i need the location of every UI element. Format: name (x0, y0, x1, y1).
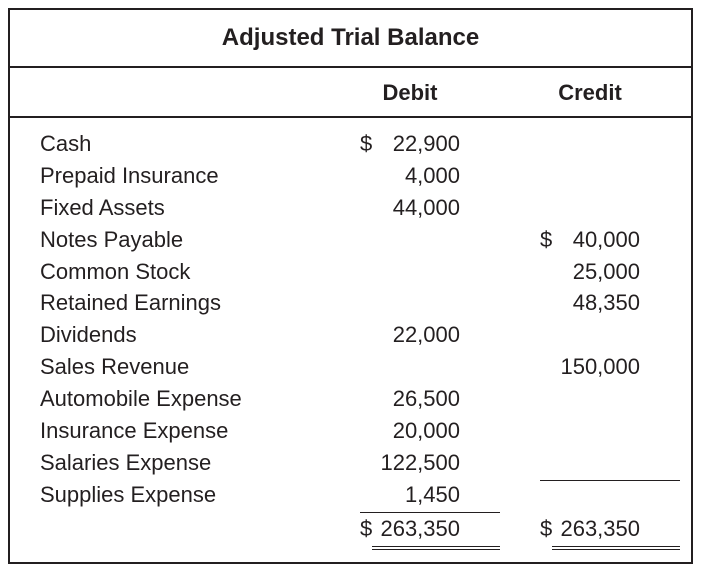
table-row: Prepaid Insurance 4,000 (40, 160, 661, 192)
table-row: Insurance Expense 20,000 (40, 415, 661, 447)
debit-cell: 20,000 (320, 415, 500, 447)
currency-symbol: $ (500, 513, 552, 545)
debit-amount: 22,900 (372, 128, 500, 160)
debit-cell: 1,450 (320, 479, 500, 513)
account-name: Insurance Expense (40, 415, 320, 447)
debit-amount: 122,500 (360, 447, 500, 479)
credit-cell: $ 40,000 (500, 224, 680, 256)
debit-cell: 26,500 (320, 383, 500, 415)
debit-cell (320, 351, 500, 383)
credit-amount: 150,000 (540, 351, 680, 383)
table-row: Automobile Expense 26,500 (40, 383, 661, 415)
account-name: Dividends (40, 319, 320, 351)
debit-total-cell: $ 263,350 (320, 513, 500, 550)
credit-amount: 40,000 (552, 224, 680, 256)
credit-cell (500, 479, 680, 513)
table-row: Sales Revenue 150,000 (40, 351, 661, 383)
credit-total: 263,350 (552, 513, 680, 550)
credit-cell: 48,350 (500, 287, 680, 319)
credit-cell (500, 415, 680, 447)
debit-cell: 122,500 (320, 447, 500, 479)
account-name: Salaries Expense (40, 447, 320, 479)
table-body: Cash $ 22,900 Prepaid Insurance 4,000 Fi… (10, 118, 691, 568)
debit-cell: 44,000 (320, 192, 500, 224)
credit-cell (500, 192, 680, 224)
account-name: Cash (40, 128, 320, 160)
credit-cell (500, 447, 680, 479)
table-row: Common Stock 25,000 (40, 256, 661, 288)
debit-cell: 4,000 (320, 160, 500, 192)
debit-cell: 22,000 (320, 319, 500, 351)
debit-amount: 20,000 (360, 415, 500, 447)
credit-cell: 25,000 (500, 256, 680, 288)
totals-row: $ 263,350 $ 263,350 (40, 513, 661, 550)
account-name: Common Stock (40, 256, 320, 288)
account-name (40, 513, 320, 550)
table-row: Fixed Assets 44,000 (40, 192, 661, 224)
debit-cell (320, 256, 500, 288)
table-row: Cash $ 22,900 (40, 128, 661, 160)
account-name: Retained Earnings (40, 287, 320, 319)
credit-cell (500, 319, 680, 351)
credit-cell (500, 160, 680, 192)
currency-symbol: $ (320, 128, 372, 160)
debit-amount: 44,000 (360, 192, 500, 224)
trial-balance-table: Adjusted Trial Balance Debit Credit Cash… (8, 8, 693, 564)
currency-symbol: $ (500, 224, 552, 256)
credit-cell (500, 128, 680, 160)
debit-amount: 22,000 (360, 319, 500, 351)
debit-cell (320, 224, 500, 256)
header-credit: Credit (500, 80, 680, 106)
account-name: Sales Revenue (40, 351, 320, 383)
debit-amount: 1,450 (360, 479, 500, 513)
header-debit: Debit (320, 80, 500, 106)
account-name: Prepaid Insurance (40, 160, 320, 192)
credit-total-cell: $ 263,350 (500, 513, 680, 550)
account-name: Fixed Assets (40, 192, 320, 224)
account-name: Automobile Expense (40, 383, 320, 415)
debit-total: 263,350 (372, 513, 500, 550)
credit-amount (540, 479, 680, 481)
debit-cell (320, 287, 500, 319)
table-row: Dividends 22,000 (40, 319, 661, 351)
account-name: Supplies Expense (40, 479, 320, 513)
debit-cell: $ 22,900 (320, 128, 500, 160)
credit-amount: 25,000 (540, 256, 680, 288)
table-row: Notes Payable $ 40,000 (40, 224, 661, 256)
credit-cell: 150,000 (500, 351, 680, 383)
credit-cell (500, 383, 680, 415)
table-row: Salaries Expense 122,500 (40, 447, 661, 479)
credit-amount: 48,350 (540, 287, 680, 319)
header-account (40, 80, 320, 106)
table-row: Supplies Expense 1,450 (40, 479, 661, 513)
account-name: Notes Payable (40, 224, 320, 256)
debit-amount: 4,000 (360, 160, 500, 192)
table-title: Adjusted Trial Balance (10, 10, 691, 68)
column-headers: Debit Credit (10, 68, 691, 118)
table-row: Retained Earnings 48,350 (40, 287, 661, 319)
currency-symbol: $ (320, 513, 372, 545)
debit-amount: 26,500 (360, 383, 500, 415)
